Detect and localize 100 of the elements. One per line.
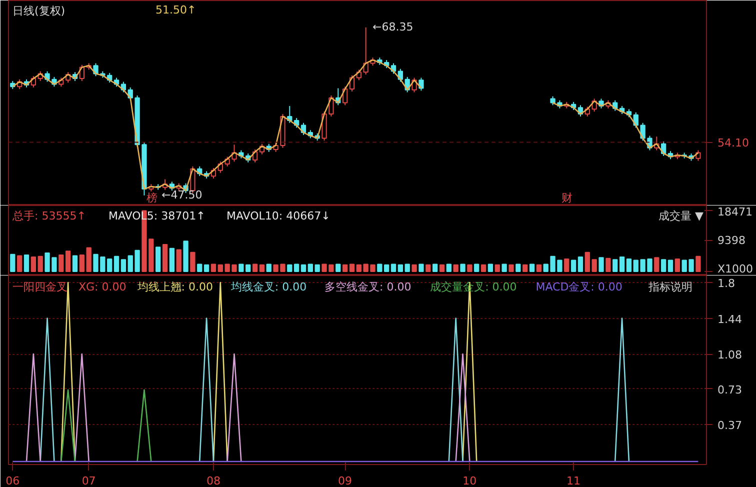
x-tick-label: 06 xyxy=(6,474,20,487)
chart-title: 日线(复权) xyxy=(12,4,66,18)
annotation: 总手: 53555↑ xyxy=(12,210,86,222)
bar xyxy=(65,250,71,272)
bar xyxy=(668,260,674,272)
bar xyxy=(204,264,210,272)
ref-line-label: 54.10 xyxy=(718,136,749,150)
y-tick-label: 1.8 xyxy=(718,276,735,290)
bar xyxy=(114,256,120,272)
bar xyxy=(238,264,244,272)
bar xyxy=(308,264,313,272)
bar xyxy=(522,264,528,272)
bar xyxy=(660,259,666,272)
bar xyxy=(480,264,486,272)
bar xyxy=(30,256,36,272)
bar xyxy=(58,254,64,272)
bar xyxy=(696,256,701,272)
annotation: 指标说明 xyxy=(648,280,692,294)
y-tick-label: 0.37 xyxy=(718,419,742,432)
x-tick-label: 07 xyxy=(82,474,96,487)
bar xyxy=(446,264,452,272)
bar xyxy=(38,256,43,272)
bar xyxy=(570,260,576,272)
bar xyxy=(183,240,188,272)
y-tick-label: 0.73 xyxy=(718,383,742,396)
text: 均线金叉: 0.00 xyxy=(230,280,307,294)
bar xyxy=(612,259,618,272)
bar xyxy=(626,258,632,272)
bar xyxy=(120,259,126,272)
bar xyxy=(72,255,78,272)
bar xyxy=(384,264,390,272)
bar xyxy=(390,264,396,272)
bar xyxy=(654,257,660,272)
annotation: MAVOL10: 40667↓ xyxy=(226,210,330,222)
bar xyxy=(508,264,514,272)
y-tick-label: X1000 xyxy=(718,262,754,276)
bar xyxy=(474,264,480,272)
candlestick xyxy=(418,77,424,92)
bar xyxy=(314,264,320,272)
x-tick-label: 09 xyxy=(338,474,352,487)
bar xyxy=(426,264,431,272)
bar xyxy=(494,264,500,272)
bar xyxy=(432,264,438,272)
bar xyxy=(412,264,417,272)
bar xyxy=(259,264,265,272)
y-tick-label: 18471 xyxy=(718,206,752,218)
bar xyxy=(266,264,272,272)
bar xyxy=(349,264,355,272)
bar xyxy=(516,264,521,272)
bar xyxy=(287,264,292,272)
bar xyxy=(342,264,348,272)
bar xyxy=(300,264,306,272)
bar xyxy=(10,254,16,272)
bar xyxy=(488,264,494,272)
bar xyxy=(674,258,680,272)
bar xyxy=(377,264,382,272)
series-label: 均线上翘: 0.00 xyxy=(136,280,214,294)
bar xyxy=(294,264,300,272)
bar xyxy=(398,264,404,272)
candlestick xyxy=(696,150,701,162)
bar xyxy=(252,264,258,272)
bar xyxy=(439,264,445,272)
annotation: 财 xyxy=(562,192,572,204)
bar xyxy=(529,264,535,272)
bar xyxy=(453,264,458,272)
bar xyxy=(606,258,611,272)
bar xyxy=(336,264,341,272)
text: 51.50↑ xyxy=(156,4,196,16)
y-tick-label: 9398 xyxy=(718,234,746,248)
bar xyxy=(578,256,584,272)
bar xyxy=(190,252,196,272)
text: MACD金叉: 0.00 xyxy=(536,280,622,294)
text: 多空线金叉: 0.00 xyxy=(324,280,412,294)
bar xyxy=(176,249,182,272)
legend-label: XG: 0.00 xyxy=(78,280,126,294)
bar xyxy=(598,257,604,272)
bar xyxy=(162,244,168,272)
bar xyxy=(536,264,542,272)
bar xyxy=(155,246,161,272)
annotation: 成交量 ▼ xyxy=(658,210,704,222)
bar xyxy=(169,248,174,272)
bar xyxy=(404,264,410,272)
bar xyxy=(619,256,625,272)
bar xyxy=(246,264,251,272)
annotation: 榜 xyxy=(146,192,158,204)
y-tick-label: 1.08 xyxy=(718,348,742,362)
text: 一阳四金叉 xyxy=(12,280,68,294)
x-tick-label: 10 xyxy=(462,474,477,487)
y-tick-label: 1.44 xyxy=(718,312,742,326)
annotation: ←68.35 xyxy=(372,20,414,34)
x-tick-label: 08 xyxy=(206,474,220,487)
bar xyxy=(502,264,507,272)
x-tick-label: 11 xyxy=(566,474,581,487)
bar xyxy=(24,254,30,272)
bar xyxy=(17,255,22,272)
bar xyxy=(460,264,466,272)
bar xyxy=(197,264,202,272)
bar xyxy=(564,258,570,272)
annotation: ←47.50 xyxy=(162,188,202,202)
bar xyxy=(418,264,424,272)
